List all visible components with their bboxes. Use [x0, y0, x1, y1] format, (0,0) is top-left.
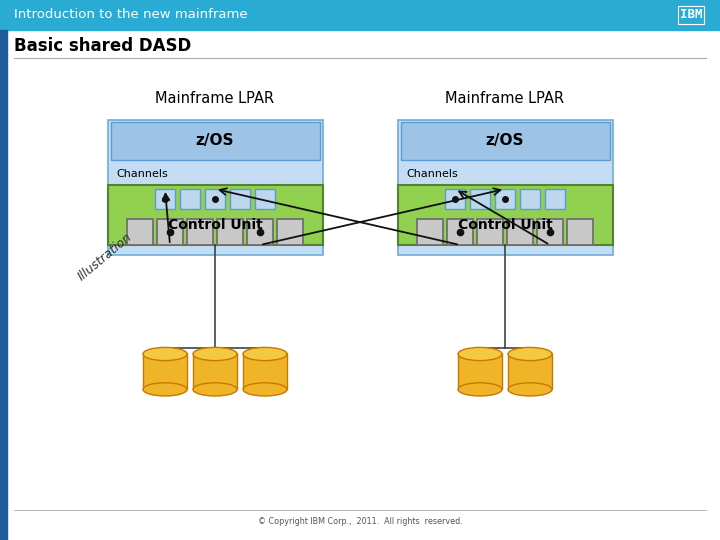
Text: IBM: IBM: [680, 9, 702, 22]
Bar: [477, 219, 503, 245]
Ellipse shape: [143, 347, 187, 361]
Text: Introduction to the new mainframe: Introduction to the new mainframe: [14, 9, 248, 22]
Text: Basic shared DASD: Basic shared DASD: [14, 37, 192, 55]
Bar: [495, 189, 515, 209]
Bar: [668, 1, 714, 29]
Bar: [520, 189, 540, 209]
Bar: [157, 219, 183, 245]
Bar: [0, 0, 720, 30]
Bar: [417, 219, 443, 245]
Bar: [458, 353, 502, 389]
Bar: [187, 219, 213, 245]
Bar: [255, 189, 275, 209]
Bar: [400, 122, 610, 160]
Bar: [143, 353, 187, 389]
Ellipse shape: [193, 383, 237, 396]
Ellipse shape: [143, 383, 187, 396]
Bar: [107, 120, 323, 255]
Bar: [567, 219, 593, 245]
Ellipse shape: [243, 383, 287, 396]
Bar: [230, 189, 250, 209]
Bar: [243, 353, 287, 389]
Bar: [507, 219, 533, 245]
Bar: [155, 189, 175, 209]
Ellipse shape: [458, 347, 502, 361]
Ellipse shape: [243, 347, 287, 361]
Text: Mainframe LPAR: Mainframe LPAR: [446, 91, 564, 106]
Ellipse shape: [193, 347, 237, 361]
Ellipse shape: [458, 383, 502, 396]
Text: Channels: Channels: [407, 169, 458, 179]
Bar: [110, 122, 320, 160]
Bar: [447, 219, 473, 245]
Bar: [445, 189, 465, 209]
Bar: [127, 219, 153, 245]
Bar: [217, 219, 243, 245]
Text: Channels: Channels: [117, 169, 168, 179]
Ellipse shape: [508, 347, 552, 361]
Bar: [545, 189, 565, 209]
Bar: [107, 185, 323, 245]
Bar: [247, 219, 273, 245]
Text: Illustration: Illustration: [76, 231, 135, 284]
Bar: [508, 353, 552, 389]
Bar: [193, 353, 237, 389]
Bar: [180, 189, 200, 209]
Text: z/OS: z/OS: [196, 133, 234, 148]
Text: © Copyright IBM Corp.,  2011.  All rights  reserved.: © Copyright IBM Corp., 2011. All rights …: [258, 517, 462, 526]
Text: z/OS: z/OS: [486, 133, 524, 148]
Bar: [205, 189, 225, 209]
Bar: [470, 189, 490, 209]
Bar: [537, 219, 563, 245]
Ellipse shape: [508, 383, 552, 396]
Bar: [0, 30, 7, 540]
Text: Control Unit: Control Unit: [458, 218, 552, 232]
Bar: [277, 219, 303, 245]
Bar: [397, 185, 613, 245]
Bar: [397, 120, 613, 255]
Text: Control Unit: Control Unit: [168, 218, 262, 232]
Text: Mainframe LPAR: Mainframe LPAR: [156, 91, 274, 106]
